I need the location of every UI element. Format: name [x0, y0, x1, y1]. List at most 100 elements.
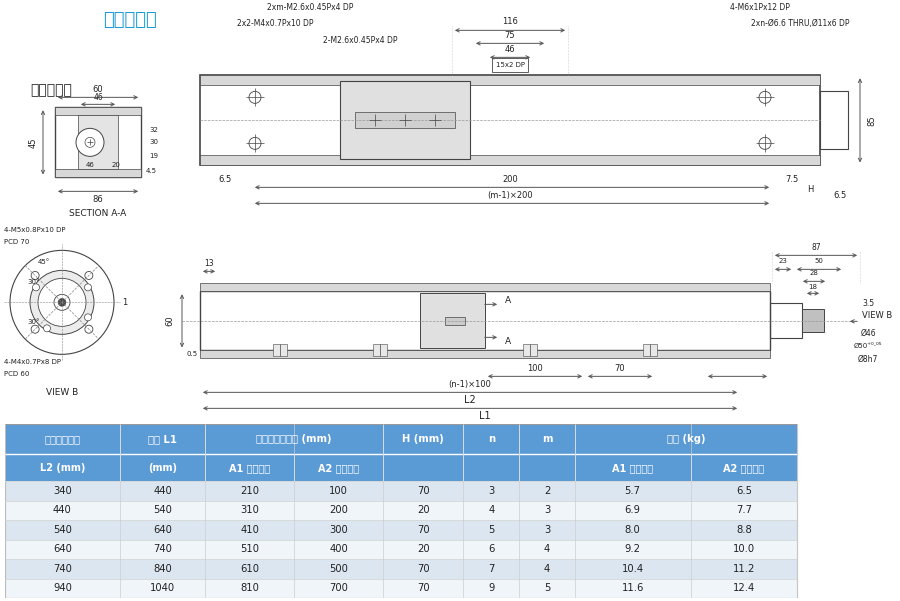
Bar: [273, 344, 287, 356]
Text: 440: 440: [53, 505, 72, 516]
Text: 15x2 DP: 15x2 DP: [496, 63, 525, 69]
Text: 9.2: 9.2: [625, 545, 641, 554]
Bar: [820, 91, 848, 150]
Text: 4.5: 4.5: [146, 168, 157, 174]
Circle shape: [759, 91, 771, 103]
Text: L1: L1: [479, 411, 490, 421]
Text: PCD 70: PCD 70: [4, 239, 30, 245]
Circle shape: [54, 294, 70, 310]
Text: 70: 70: [417, 564, 429, 574]
Text: 87: 87: [811, 243, 821, 252]
Bar: [4, 454, 121, 481]
Bar: [445, 317, 465, 325]
Text: 2: 2: [544, 486, 550, 496]
Text: 30: 30: [149, 139, 158, 145]
Text: 最大ストローク (mm): 最大ストローク (mm): [256, 434, 332, 444]
Text: 116: 116: [502, 17, 518, 26]
Text: 28: 28: [810, 270, 818, 276]
Text: 11.2: 11.2: [733, 564, 755, 574]
Text: 2x2-M4x0.7Px10 DP: 2x2-M4x0.7Px10 DP: [237, 19, 313, 28]
Text: 210: 210: [240, 486, 259, 496]
Text: 19: 19: [149, 153, 158, 159]
Bar: [200, 291, 770, 350]
Circle shape: [249, 138, 261, 150]
Bar: [200, 283, 770, 291]
Text: 940: 940: [53, 583, 72, 593]
Text: 86: 86: [93, 195, 104, 204]
Bar: [78, 115, 118, 169]
Bar: [205, 454, 294, 481]
Bar: [4, 424, 121, 454]
Text: 340: 340: [53, 486, 72, 496]
Text: 60: 60: [93, 85, 104, 94]
Text: 610: 610: [240, 564, 259, 574]
Bar: [519, 424, 575, 454]
Text: 540: 540: [53, 525, 72, 535]
Text: 23: 23: [778, 258, 788, 264]
Text: 500: 500: [329, 564, 348, 574]
Bar: [492, 58, 528, 72]
Text: 13: 13: [204, 259, 214, 268]
Bar: [4, 559, 797, 579]
Text: 3: 3: [544, 505, 550, 516]
Text: 7.5: 7.5: [786, 175, 798, 184]
Circle shape: [85, 284, 92, 291]
Circle shape: [32, 284, 40, 291]
Bar: [802, 310, 824, 332]
Text: 640: 640: [53, 545, 72, 554]
Bar: [4, 520, 797, 540]
Text: 11.6: 11.6: [622, 583, 644, 593]
Text: 200: 200: [502, 175, 518, 184]
Text: SECTION A-A: SECTION A-A: [69, 209, 127, 218]
Text: 3: 3: [544, 525, 550, 535]
Text: 20: 20: [417, 545, 429, 554]
Text: 5.7: 5.7: [625, 486, 641, 496]
Text: 400: 400: [329, 545, 348, 554]
Bar: [523, 344, 537, 356]
Text: 32: 32: [149, 127, 158, 133]
Text: カバーなし: カバーなし: [30, 84, 72, 97]
Bar: [575, 424, 797, 454]
Bar: [55, 108, 141, 115]
Text: 60: 60: [166, 316, 175, 326]
Bar: [464, 424, 519, 454]
Text: A1 ブロック: A1 ブロック: [612, 463, 653, 473]
Text: 30°: 30°: [28, 279, 40, 285]
Text: VIEW B: VIEW B: [862, 311, 892, 320]
Circle shape: [249, 91, 261, 103]
Text: 10.0: 10.0: [733, 545, 755, 554]
Text: 9: 9: [488, 583, 495, 593]
Text: 2xm-M2.6x0.45Px4 DP: 2xm-M2.6x0.45Px4 DP: [266, 3, 353, 12]
Text: 6: 6: [488, 545, 495, 554]
Text: 8.8: 8.8: [736, 525, 752, 535]
Text: 4-M6x1Px12 DP: 4-M6x1Px12 DP: [730, 3, 790, 12]
Circle shape: [10, 251, 114, 355]
Text: VIEW B: VIEW B: [46, 388, 78, 397]
Text: H (mm): H (mm): [402, 434, 444, 444]
Text: 46: 46: [86, 162, 94, 168]
Bar: [205, 424, 383, 454]
Text: 30°: 30°: [28, 319, 40, 325]
Text: 100: 100: [329, 486, 348, 496]
Text: 1: 1: [122, 298, 127, 307]
Bar: [200, 75, 820, 85]
Bar: [4, 424, 797, 598]
Bar: [294, 454, 383, 481]
Bar: [340, 81, 470, 159]
Text: 45°: 45°: [38, 260, 50, 266]
Text: (mm): (mm): [148, 463, 177, 473]
Text: A: A: [505, 296, 511, 305]
Text: 540: 540: [153, 505, 172, 516]
Circle shape: [32, 325, 39, 333]
Bar: [4, 501, 797, 520]
Text: H: H: [806, 185, 814, 194]
Bar: [464, 454, 519, 481]
Text: 640: 640: [153, 525, 172, 535]
Circle shape: [58, 298, 66, 307]
Text: 6.9: 6.9: [625, 505, 641, 516]
Bar: [420, 293, 485, 349]
Text: 700: 700: [329, 583, 348, 593]
Text: 1040: 1040: [150, 583, 176, 593]
Bar: [121, 424, 205, 454]
Bar: [575, 454, 690, 481]
